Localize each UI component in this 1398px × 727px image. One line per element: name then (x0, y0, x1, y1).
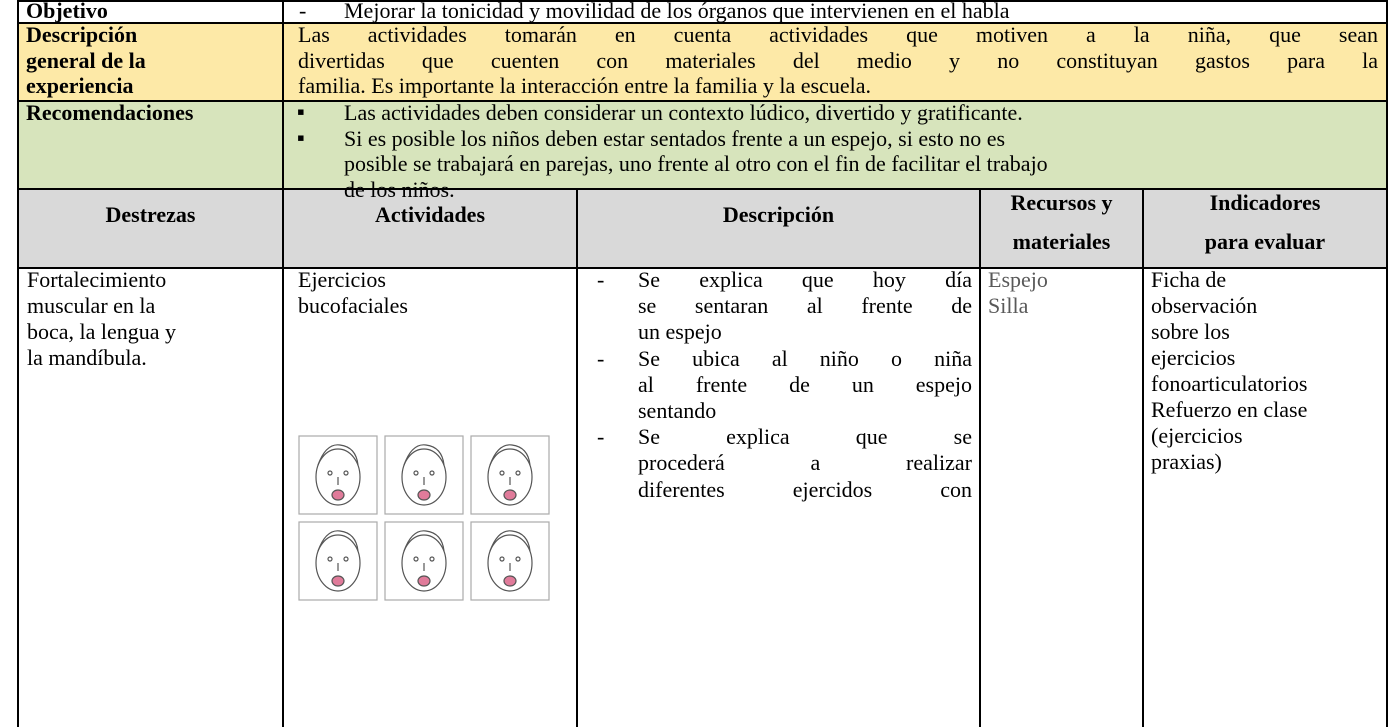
header: materiales (1012, 229, 1111, 254)
cell-text: fonoarticulatorios (1151, 371, 1308, 396)
cell-text: diferentes ejercidos con (638, 476, 972, 502)
cell-text: Fortalecimiento (27, 267, 167, 292)
cell-text: procederá a realizar (638, 450, 972, 476)
header: Destrezas (105, 202, 196, 227)
text: posible se trabajará en parejas, uno fre… (344, 151, 1048, 176)
header: Indicadores (1209, 190, 1321, 215)
cell-text: Se explica que se (638, 424, 972, 450)
description-band (18, 23, 1387, 101)
cell-text: Se ubica al niño o niña (638, 345, 972, 371)
bullet: ▪ (297, 99, 305, 124)
border (979, 188, 981, 727)
cell-text: (ejercicios (1151, 423, 1243, 448)
cell-text: bucofaciales (298, 293, 408, 318)
cell-text: se sentaran al frente de (638, 293, 972, 319)
border (17, 22, 1388, 24)
text: Las actividades deben considerar un cont… (344, 100, 1023, 125)
header: Actividades (375, 202, 485, 227)
cell-text: al frente de un espejo (638, 371, 972, 397)
cell-text: Silla (988, 293, 1029, 318)
marker: - (299, 0, 307, 23)
cell-text: ejercicios (1151, 345, 1236, 370)
marker: - (597, 267, 605, 292)
bullet: ▪ (297, 124, 305, 150)
border (1142, 188, 1144, 727)
cell-text: Ejercicios (298, 267, 386, 292)
header: para evaluar (1204, 229, 1326, 254)
text: familia. Es importante la interacción en… (298, 73, 871, 98)
cell-text: Se explica que hoy día (638, 267, 972, 292)
cell-text: boca, la lengua y (27, 319, 177, 344)
border (17, 188, 1388, 190)
border (1386, 0, 1388, 727)
label: experiencia (26, 73, 134, 98)
marker: - (597, 345, 605, 371)
text: Las actividades tomarán en cuenta activi… (298, 22, 1378, 47)
cell-text: un espejo (638, 319, 722, 345)
border (17, 267, 1388, 269)
cell-text: la mandíbula. (27, 345, 147, 370)
cell-text: sobre los (1151, 319, 1230, 344)
marker: - (597, 424, 605, 450)
cell-text: observación (1151, 293, 1258, 318)
label: general de la (26, 47, 146, 73)
label: Descripción (26, 22, 138, 47)
header-band (18, 189, 1387, 268)
border (17, 100, 1388, 102)
cell-text: praxias) (1151, 449, 1222, 474)
cell-text: Espejo (988, 267, 1048, 292)
cell-text: Refuerzo en clase (1151, 397, 1308, 422)
border (576, 188, 578, 727)
label: Objetivo (26, 0, 108, 23)
recommendations-band (18, 101, 1387, 189)
header: Descripción (722, 202, 835, 227)
cell-text: sentando (638, 398, 717, 423)
text: Mejorar la tonicidad y movilidad de los … (344, 0, 1010, 23)
label: Recomendaciones (26, 100, 194, 125)
cell-text: Ficha de (1151, 267, 1227, 292)
border (17, 0, 1388, 2)
text: Si es posible los niños deben estar sent… (344, 125, 1006, 151)
header: Recursos y (1010, 190, 1113, 215)
cell-text: muscular en la (27, 293, 156, 318)
text: de los niños. (344, 176, 455, 202)
text: divertidas que cuenten con materiales de… (298, 47, 1378, 73)
border (17, 0, 19, 727)
border (282, 0, 284, 727)
face-images (298, 435, 550, 601)
